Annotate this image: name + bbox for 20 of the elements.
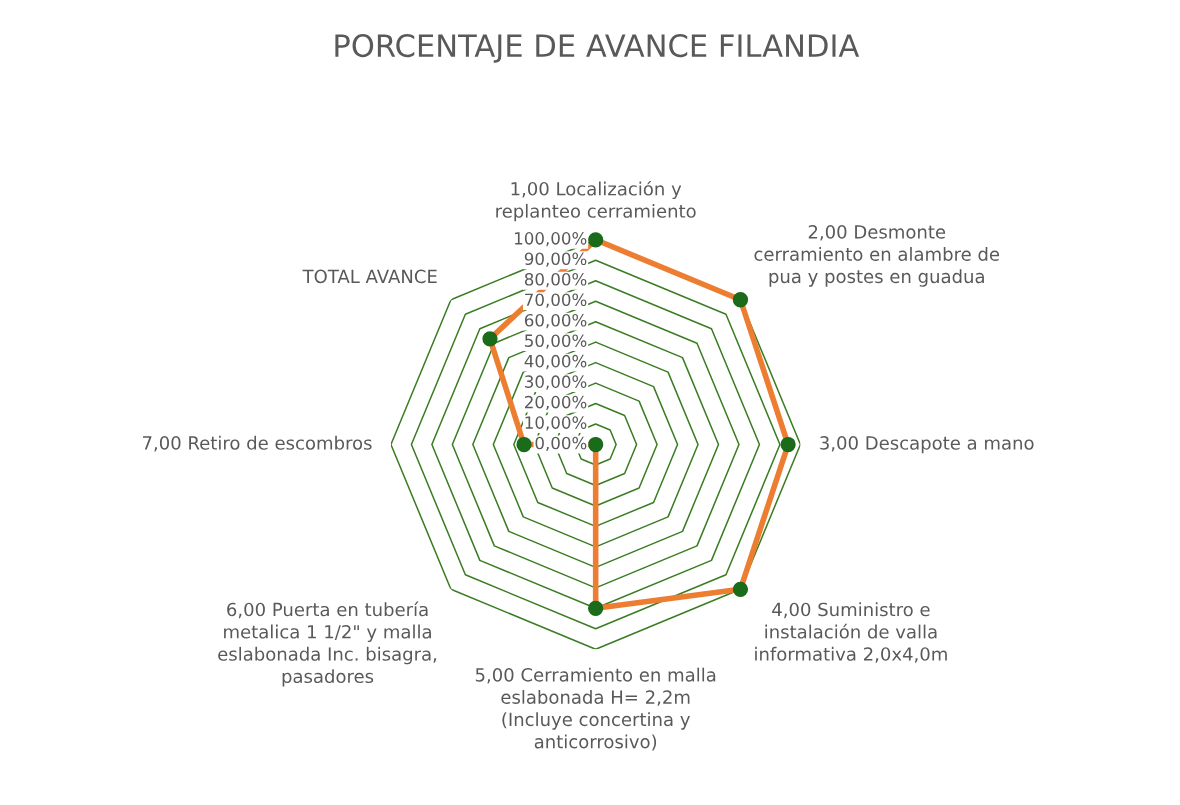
y-tick-label: 40,00%	[524, 354, 587, 370]
y-tick-label: 0,00%	[535, 436, 587, 452]
spoke-label: 7,00 Retiro de escombros	[142, 435, 372, 452]
y-tick-label: 30,00%	[525, 375, 587, 390]
y-tick-label: 60,00%	[524, 313, 587, 329]
y-tick-label: 90,00%	[524, 252, 587, 267]
y-tick-label: 80,00%	[524, 272, 587, 288]
y-tick-label: 20,00%	[525, 395, 587, 411]
y-tick-label: 50,00%	[525, 334, 587, 349]
y-tick-label: 70,00%	[525, 293, 587, 308]
spoke-label: 3,00 Descapote a mano	[820, 436, 1034, 454]
spoke-label: 4,00 Suministro e instalación de valla informativa 2,0x4,0m	[755, 602, 947, 663]
spoke-label: TOTAL AVANCE	[302, 269, 437, 284]
spoke-label: 5,00 Cerramiento en malla eslabonada H= 2,2m (Incluye concertina y anticorrosivo)	[475, 667, 716, 751]
spoke-label: 1,00 Localización y replanteo cerramiento	[496, 180, 696, 222]
spoke-label: 2,00 Desmonte cerramiento en alambre de pua y postes en guadua	[754, 225, 1000, 287]
y-tick-label: 100,00%	[515, 232, 587, 247]
spoke-label: 6,00 Puerta en tubería metalica 1 1/2" y malla eslabonada Inc. bisagra, pasadores	[218, 601, 437, 687]
y-tick-label: 10,00%	[525, 416, 587, 431]
chart-title: PORCENTAJE DE AVANCE FILANDIA	[335, 34, 860, 63]
